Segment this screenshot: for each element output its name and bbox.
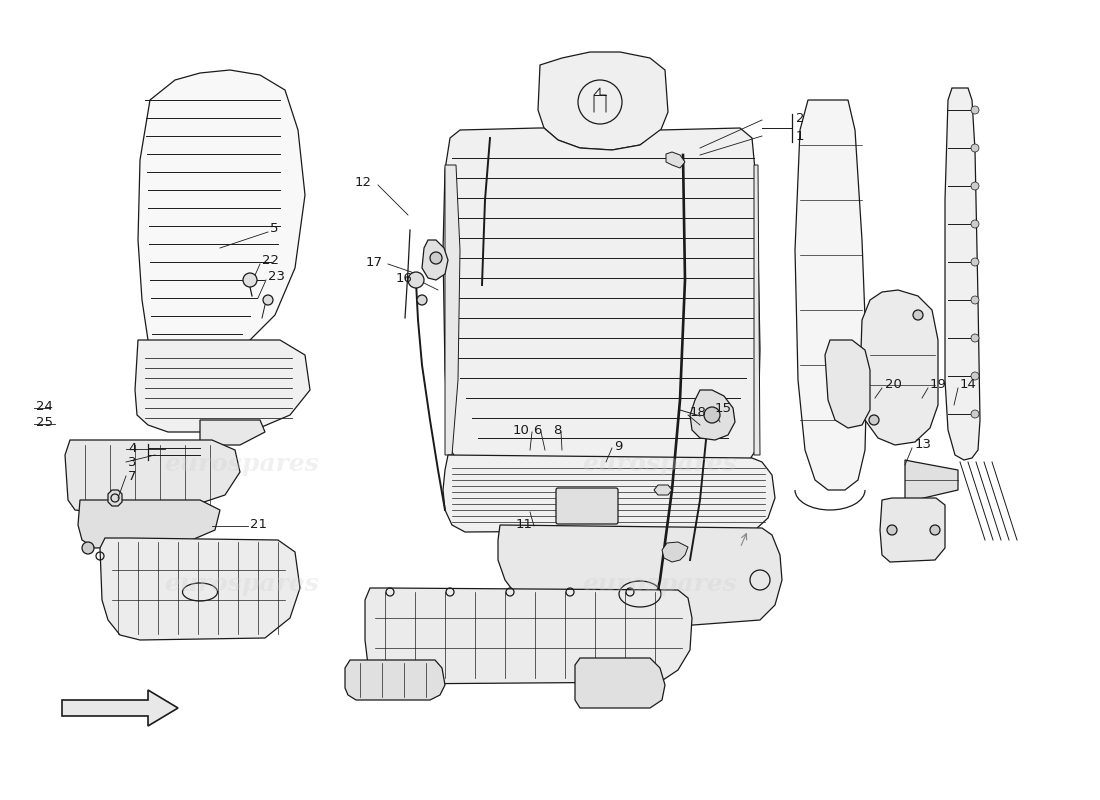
Polygon shape [860, 290, 938, 445]
Polygon shape [498, 525, 782, 632]
Text: 15: 15 [715, 402, 732, 414]
Circle shape [243, 273, 257, 287]
Text: 11: 11 [516, 518, 534, 530]
Polygon shape [138, 70, 305, 360]
Text: 6: 6 [534, 423, 541, 437]
Circle shape [887, 525, 896, 535]
Circle shape [971, 296, 979, 304]
Text: 14: 14 [960, 378, 977, 391]
Polygon shape [443, 455, 776, 532]
Circle shape [704, 407, 720, 423]
Polygon shape [78, 500, 220, 548]
Text: 4: 4 [128, 442, 136, 454]
Text: 10: 10 [513, 423, 530, 437]
Text: 17: 17 [366, 255, 383, 269]
Text: 12: 12 [355, 177, 372, 190]
Polygon shape [880, 498, 945, 562]
Text: 20: 20 [886, 378, 902, 391]
Circle shape [971, 106, 979, 114]
Polygon shape [443, 128, 760, 468]
Circle shape [930, 525, 940, 535]
FancyBboxPatch shape [556, 488, 618, 524]
Circle shape [971, 220, 979, 228]
Polygon shape [690, 390, 735, 440]
Circle shape [971, 334, 979, 342]
Polygon shape [538, 52, 668, 150]
Circle shape [408, 272, 424, 288]
Polygon shape [905, 460, 958, 500]
Text: 25: 25 [36, 415, 53, 429]
Polygon shape [100, 538, 300, 640]
Polygon shape [654, 485, 672, 495]
Text: 13: 13 [915, 438, 932, 451]
Polygon shape [345, 660, 446, 700]
Text: 7: 7 [128, 470, 136, 482]
Circle shape [82, 542, 94, 554]
Circle shape [869, 415, 879, 425]
Text: 22: 22 [262, 254, 279, 266]
Polygon shape [666, 152, 685, 168]
Polygon shape [135, 340, 310, 432]
Circle shape [971, 410, 979, 418]
Text: eurospares: eurospares [583, 572, 737, 596]
Text: 2: 2 [796, 111, 804, 125]
Text: 3: 3 [128, 455, 136, 469]
Text: 21: 21 [250, 518, 267, 530]
Circle shape [971, 182, 979, 190]
Text: 5: 5 [270, 222, 278, 234]
Text: 19: 19 [930, 378, 947, 391]
Text: 24: 24 [36, 399, 53, 413]
Polygon shape [945, 88, 980, 460]
Text: eurospares: eurospares [583, 452, 737, 476]
Text: 16: 16 [396, 271, 412, 285]
Polygon shape [825, 340, 870, 428]
Text: eurospares: eurospares [165, 452, 319, 476]
Polygon shape [575, 658, 666, 708]
Circle shape [263, 295, 273, 305]
Polygon shape [365, 588, 692, 684]
Circle shape [913, 310, 923, 320]
Polygon shape [754, 165, 760, 455]
Text: eurospares: eurospares [165, 572, 319, 596]
Polygon shape [662, 542, 688, 562]
Polygon shape [65, 440, 240, 512]
Text: 18: 18 [690, 406, 707, 419]
Polygon shape [446, 165, 460, 455]
Circle shape [430, 252, 442, 264]
Polygon shape [422, 240, 448, 280]
Text: 23: 23 [268, 270, 285, 282]
Polygon shape [200, 420, 265, 445]
Text: 9: 9 [614, 439, 623, 453]
Text: 1: 1 [796, 130, 804, 142]
Polygon shape [108, 490, 122, 506]
Circle shape [971, 372, 979, 380]
Circle shape [971, 144, 979, 152]
Circle shape [971, 258, 979, 266]
Text: 8: 8 [553, 423, 561, 437]
Circle shape [417, 295, 427, 305]
Polygon shape [795, 100, 867, 490]
Polygon shape [62, 690, 178, 726]
